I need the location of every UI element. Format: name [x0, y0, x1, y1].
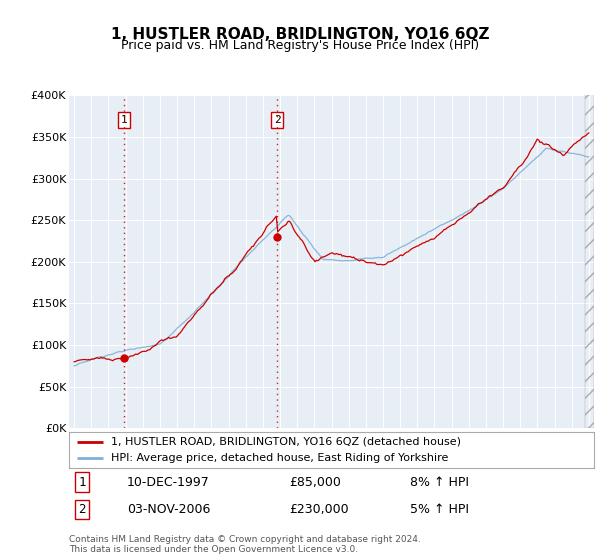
Text: 1: 1: [121, 115, 128, 125]
Text: 1: 1: [79, 475, 86, 489]
Text: 1, HUSTLER ROAD, BRIDLINGTON, YO16 6QZ: 1, HUSTLER ROAD, BRIDLINGTON, YO16 6QZ: [111, 27, 489, 42]
Text: Contains HM Land Registry data © Crown copyright and database right 2024.
This d: Contains HM Land Registry data © Crown c…: [69, 535, 421, 554]
Text: £230,000: £230,000: [290, 503, 349, 516]
Text: 2: 2: [274, 115, 281, 125]
Text: Price paid vs. HM Land Registry's House Price Index (HPI): Price paid vs. HM Land Registry's House …: [121, 39, 479, 52]
Text: 1, HUSTLER ROAD, BRIDLINGTON, YO16 6QZ (detached house): 1, HUSTLER ROAD, BRIDLINGTON, YO16 6QZ (…: [111, 437, 461, 447]
Text: 10-DEC-1997: 10-DEC-1997: [127, 475, 209, 489]
Text: HPI: Average price, detached house, East Riding of Yorkshire: HPI: Average price, detached house, East…: [111, 453, 448, 463]
Text: 2: 2: [79, 503, 86, 516]
Text: 8% ↑ HPI: 8% ↑ HPI: [410, 475, 469, 489]
Text: £85,000: £85,000: [290, 475, 341, 489]
Text: 03-NOV-2006: 03-NOV-2006: [127, 503, 210, 516]
Text: 5% ↑ HPI: 5% ↑ HPI: [410, 503, 469, 516]
